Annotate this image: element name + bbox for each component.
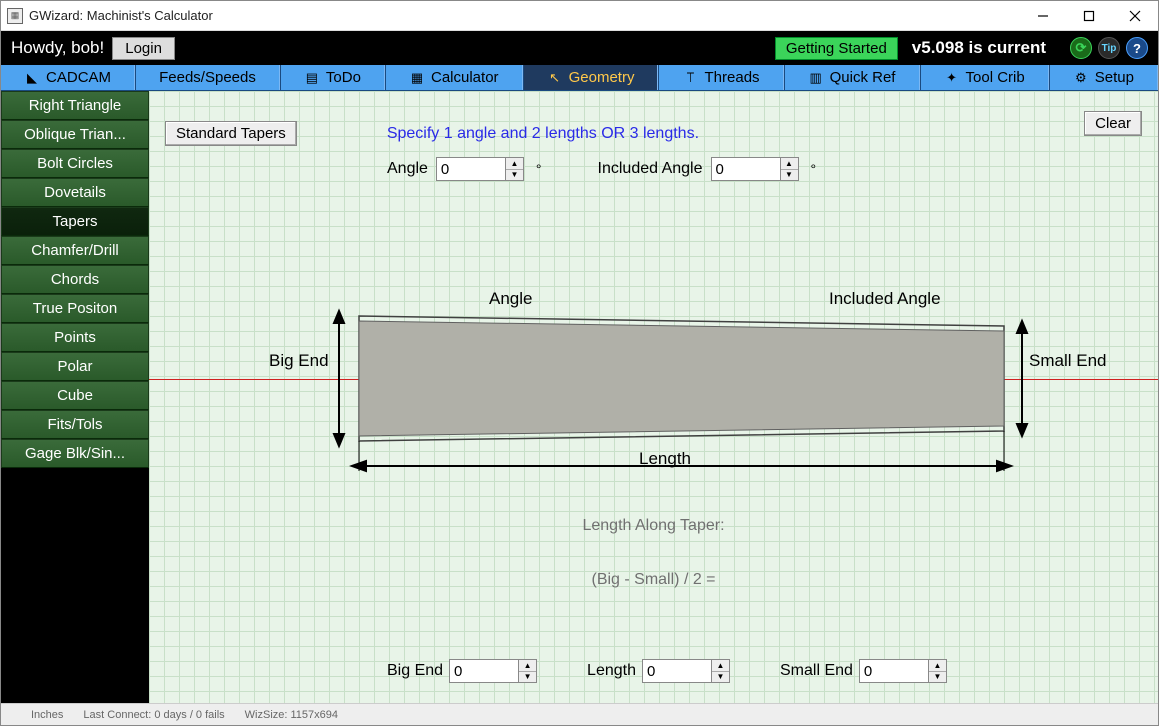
sidebar-item-bolt-circles[interactable]: Bolt Circles bbox=[1, 149, 149, 178]
angle-input[interactable] bbox=[436, 157, 506, 181]
small-end-spin-up[interactable]: ▲ bbox=[929, 660, 946, 672]
tab-label: Tool Crib bbox=[966, 69, 1025, 86]
tab-label: Calculator bbox=[431, 69, 499, 86]
book-icon: ▥ bbox=[808, 70, 824, 86]
small-end-input[interactable] bbox=[859, 659, 929, 683]
header-bar: Howdy, bob! Login Getting Started v5.098… bbox=[1, 31, 1158, 65]
tab-label: ToDo bbox=[326, 69, 361, 86]
big-end-label: Big End bbox=[387, 662, 443, 680]
sidebar-item-tapers[interactable]: Tapers bbox=[1, 207, 149, 236]
minimize-button[interactable] bbox=[1020, 1, 1066, 31]
sidebar-item-chamfer-drill[interactable]: Chamfer/Drill bbox=[1, 236, 149, 265]
tab-label: CADCAM bbox=[46, 69, 111, 86]
length-label: Length bbox=[587, 662, 636, 680]
angle-spin-down[interactable]: ▼ bbox=[506, 170, 523, 181]
big-end-spin-down[interactable]: ▼ bbox=[519, 672, 536, 683]
status-connect: Last Connect: 0 days / 0 fails bbox=[83, 709, 224, 721]
sidebar-item-chords[interactable]: Chords bbox=[1, 265, 149, 294]
help-icon[interactable]: ? bbox=[1126, 37, 1148, 59]
included-angle-unit: ° bbox=[811, 161, 817, 177]
taper-diagram: Angle Included Angle Big End Small End L… bbox=[149, 281, 1158, 621]
sidebar-item-true-position[interactable]: True Positon bbox=[1, 294, 149, 323]
taper-svg bbox=[149, 281, 1159, 541]
tab-cadcam[interactable]: ◣ CADCAM bbox=[1, 65, 135, 90]
close-button[interactable] bbox=[1112, 1, 1158, 31]
main-tabs: ◣ CADCAM Feeds/Speeds ▤ ToDo ▦ Calculator ↖… bbox=[1, 65, 1158, 91]
length-input[interactable] bbox=[642, 659, 712, 683]
version-label: v5.098 is current bbox=[912, 38, 1046, 58]
login-button[interactable]: Login bbox=[112, 37, 175, 60]
tab-quick-ref[interactable]: ▥ Quick Ref bbox=[784, 65, 920, 90]
angle-label: Angle bbox=[387, 160, 428, 178]
tab-threads[interactable]: ⟙ Threads bbox=[658, 65, 783, 90]
hint-text: Specify 1 angle and 2 lengths OR 3 lengt… bbox=[387, 125, 699, 143]
sidebar-item-cube[interactable]: Cube bbox=[1, 381, 149, 410]
geometry-sidebar: Right Triangle Oblique Trian... Bolt Cir… bbox=[1, 91, 149, 703]
refresh-icon[interactable]: ⟳ bbox=[1070, 37, 1092, 59]
gear-icon: ⚙ bbox=[1073, 70, 1089, 86]
getting-started-button[interactable]: Getting Started bbox=[775, 37, 898, 60]
tab-todo[interactable]: ▤ ToDo bbox=[280, 65, 385, 90]
tab-label: Geometry bbox=[569, 69, 635, 86]
titlebar: ▦ GWizard: Machinist's Calculator bbox=[1, 1, 1158, 31]
clipboard-icon: ▤ bbox=[304, 70, 320, 86]
angle-unit: ° bbox=[536, 161, 542, 177]
status-wizsize: WizSize: 1157x694 bbox=[245, 709, 338, 721]
tab-label: Feeds/Speeds bbox=[159, 69, 256, 86]
big-end-spin-up[interactable]: ▲ bbox=[519, 660, 536, 672]
sidebar-item-polar[interactable]: Polar bbox=[1, 352, 149, 381]
clear-button[interactable]: Clear bbox=[1084, 111, 1142, 136]
tab-geometry[interactable]: ↖ Geometry bbox=[523, 65, 659, 90]
small-end-spin-down[interactable]: ▼ bbox=[929, 672, 946, 683]
status-bar: Inches Last Connect: 0 days / 0 fails Wi… bbox=[1, 703, 1158, 725]
included-angle-spin-down[interactable]: ▼ bbox=[781, 170, 798, 181]
tab-feeds-speeds[interactable]: Feeds/Speeds bbox=[135, 65, 280, 90]
tab-label: Threads bbox=[705, 69, 760, 86]
tab-tool-crib[interactable]: ✦ Tool Crib bbox=[920, 65, 1049, 90]
angle-spin-up[interactable]: ▲ bbox=[506, 158, 523, 170]
tool-icon: ✦ bbox=[944, 70, 960, 86]
status-units: Inches bbox=[31, 709, 63, 721]
length-spin-up[interactable]: ▲ bbox=[712, 660, 729, 672]
big-end-input[interactable] bbox=[449, 659, 519, 683]
sidebar-item-fits-tols[interactable]: Fits/Tols bbox=[1, 410, 149, 439]
sidebar-item-dovetails[interactable]: Dovetails bbox=[1, 178, 149, 207]
calculator-icon: ▦ bbox=[409, 70, 425, 86]
triangle-ruler-icon: ◣ bbox=[24, 70, 40, 86]
window-title: GWizard: Machinist's Calculator bbox=[29, 8, 213, 23]
tab-label: Quick Ref bbox=[830, 69, 896, 86]
sidebar-item-right-triangle[interactable]: Right Triangle bbox=[1, 91, 149, 120]
diagram-note-2: (Big - Small) / 2 = bbox=[149, 571, 1158, 589]
included-angle-spin-up[interactable]: ▲ bbox=[781, 158, 798, 170]
main-panel: Standard Tapers Specify 1 angle and 2 le… bbox=[149, 91, 1158, 703]
thread-icon: ⟙ bbox=[683, 70, 699, 86]
sidebar-item-points[interactable]: Points bbox=[1, 323, 149, 352]
sidebar-item-oblique-triangle[interactable]: Oblique Trian... bbox=[1, 120, 149, 149]
small-end-label: Small End bbox=[780, 662, 853, 680]
greeting: Howdy, bob! bbox=[11, 38, 104, 58]
length-spin-down[interactable]: ▼ bbox=[712, 672, 729, 683]
app-icon: ▦ bbox=[7, 8, 23, 24]
tip-icon[interactable]: Tip bbox=[1098, 37, 1120, 59]
included-angle-input[interactable] bbox=[711, 157, 781, 181]
tab-label: Setup bbox=[1095, 69, 1134, 86]
maximize-button[interactable] bbox=[1066, 1, 1112, 31]
included-angle-label: Included Angle bbox=[598, 160, 703, 178]
sidebar-item-gage-blk-sin[interactable]: Gage Blk/Sin... bbox=[1, 439, 149, 468]
tab-setup[interactable]: ⚙ Setup bbox=[1049, 65, 1158, 90]
tab-calculator[interactable]: ▦ Calculator bbox=[385, 65, 523, 90]
pointer-icon: ↖ bbox=[547, 70, 563, 86]
standard-tapers-button[interactable]: Standard Tapers bbox=[165, 121, 297, 146]
